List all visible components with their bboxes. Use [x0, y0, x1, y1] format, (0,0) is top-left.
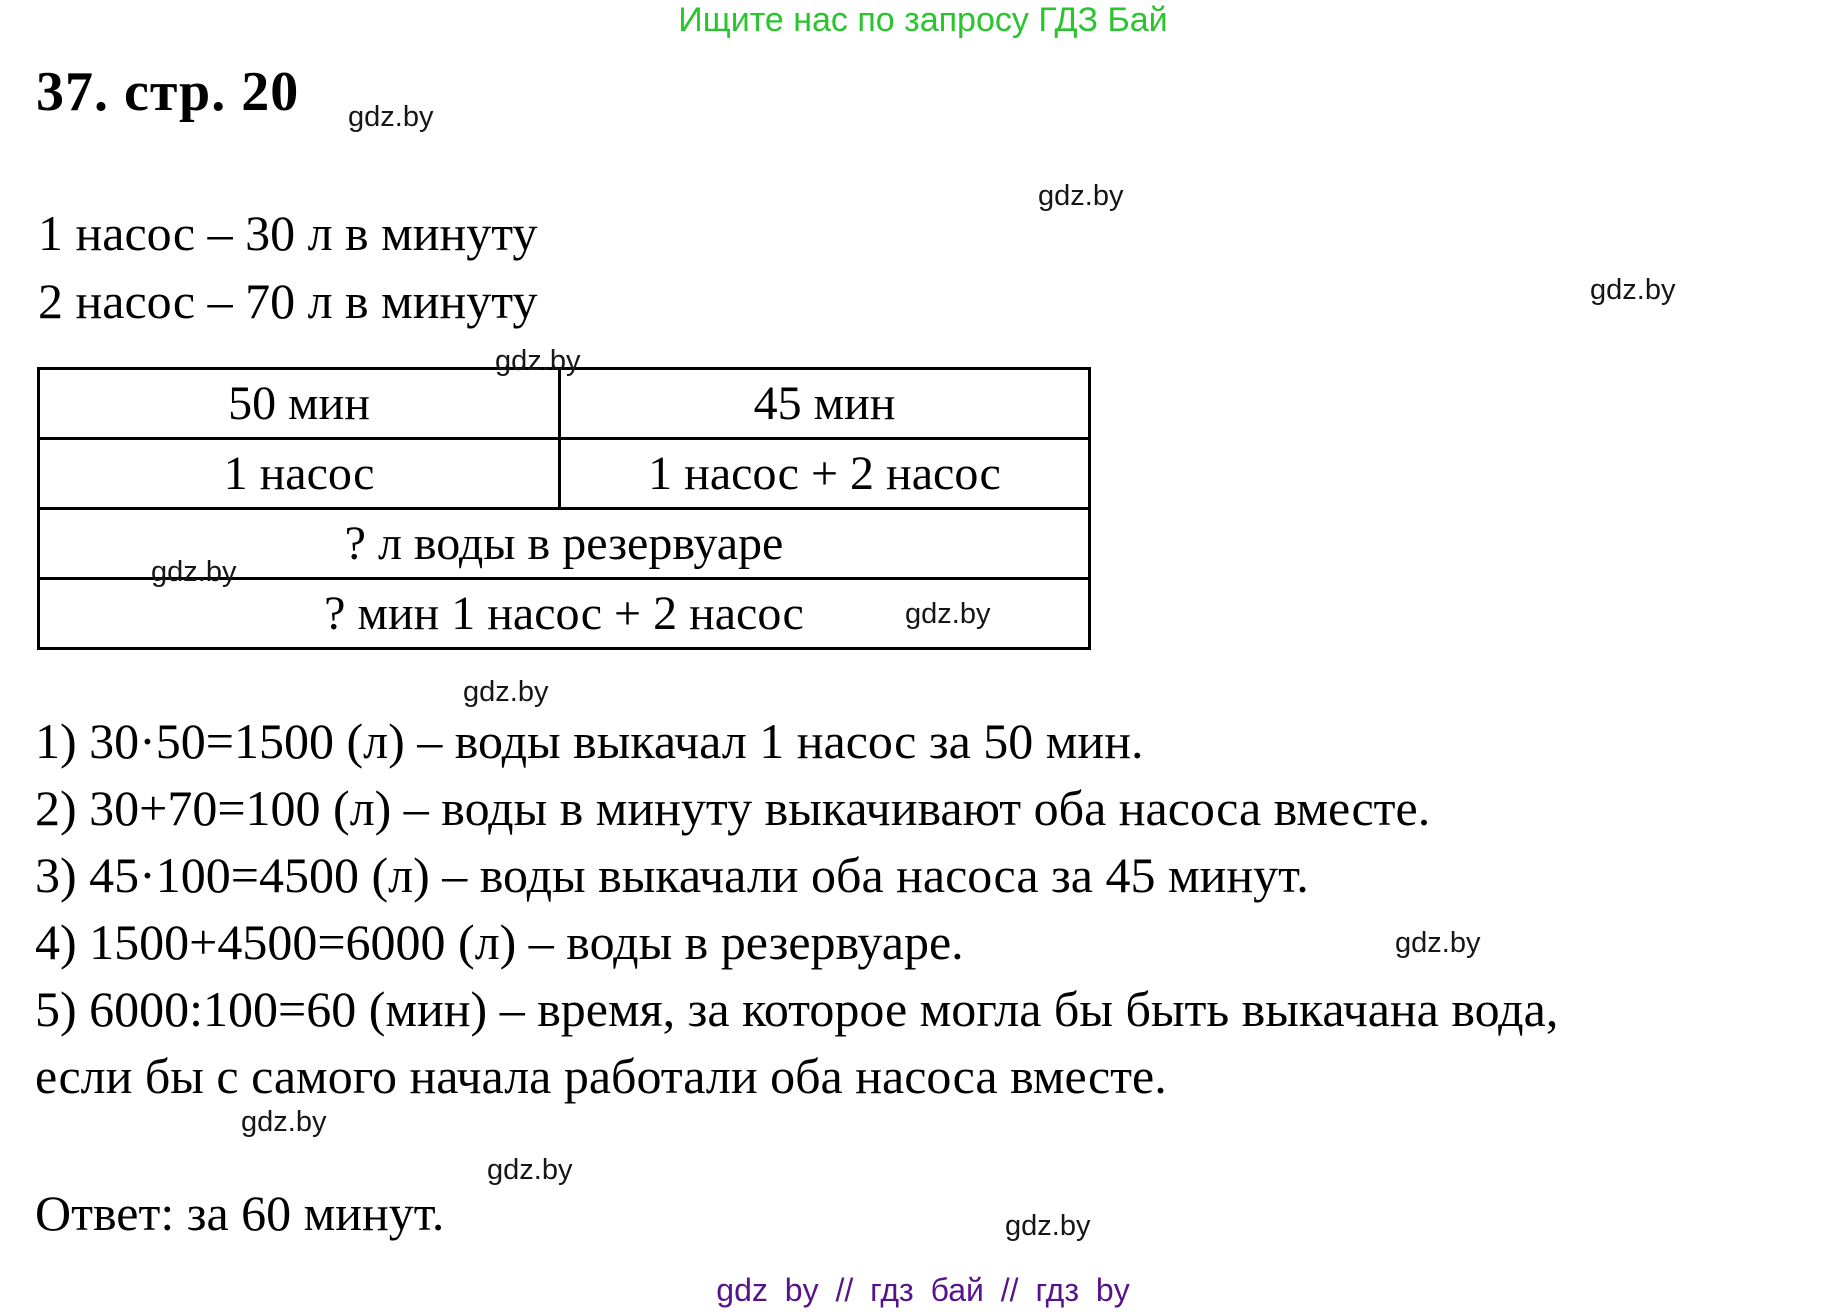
gdz-watermark: gdz.by [241, 1106, 327, 1138]
given-line-1: 1 насос – 30 л в минуту [38, 205, 538, 261]
gdz-watermark: gdz.by [348, 101, 434, 133]
solution-step-2: 2) 30+70=100 (л) – воды в минуту выкачив… [35, 780, 1431, 836]
condition-table: 50 мин 45 мин 1 насос 1 насос + 2 насос … [37, 367, 1091, 650]
solution-step-1: 1) 30·50=1500 (л) – воды выкачал 1 насос… [35, 713, 1144, 769]
solution-step-3: 3) 45·100=4500 (л) – воды выкачали оба н… [35, 847, 1309, 903]
cell-time-pump1: 50 мин [37, 367, 561, 440]
given-data: 1 насос – 30 л в минуту 2 насос – 70 л в… [38, 199, 538, 335]
promo-header: Ищите нас по запросу ГДЗ Бай [678, 1, 1168, 39]
solution-step-4: 4) 1500+4500=6000 (л) – воды в резервуар… [35, 914, 964, 970]
gdz-watermark: gdz.by [151, 556, 237, 588]
table-row: 50 мин 45 мин [37, 367, 1091, 440]
cell-question-time: ? мин 1 насос + 2 насос [37, 577, 1091, 650]
solution-step-5: 5) 6000:100=60 (мин) – время, за которое… [35, 981, 1559, 1037]
answer-line: Ответ: за 60 минут. [35, 1185, 445, 1241]
solution-steps: 1) 30·50=1500 (л) – воды выкачал 1 насос… [35, 708, 1558, 1110]
table-row: 1 насос 1 насос + 2 насос [37, 437, 1091, 510]
gdz-watermark: gdz.by [1590, 274, 1676, 306]
gdz-watermark: gdz.by [487, 1154, 573, 1186]
gdz-watermark: gdz.by [1038, 180, 1124, 212]
footer-tagline: gdz by // гдз бай // гдз by [716, 1272, 1130, 1308]
cell-pump1: 1 насос [37, 437, 561, 510]
gdz-watermark: gdz.by [1005, 1210, 1091, 1242]
table-row: ? мин 1 насос + 2 насос [37, 577, 1091, 650]
given-line-2: 2 насос – 70 л в минуту [38, 273, 538, 329]
solution-step-5-continuation: если бы с самого начала работали оба нас… [35, 1048, 1167, 1104]
cell-pump1-pump2: 1 насос + 2 насос [558, 437, 1091, 510]
table-row: ? л воды в резервуаре [37, 507, 1091, 580]
gdz-watermark: gdz.by [463, 676, 549, 708]
page-title: 37. стр. 20 [36, 61, 300, 123]
cell-time-both: 45 мин [558, 367, 1091, 440]
gdz-watermark: gdz.by [1395, 927, 1481, 959]
gdz-watermark: gdz.by [495, 345, 581, 377]
gdz-watermark: gdz.by [905, 598, 991, 630]
cell-total-water: ? л воды в резервуаре [37, 507, 1091, 580]
